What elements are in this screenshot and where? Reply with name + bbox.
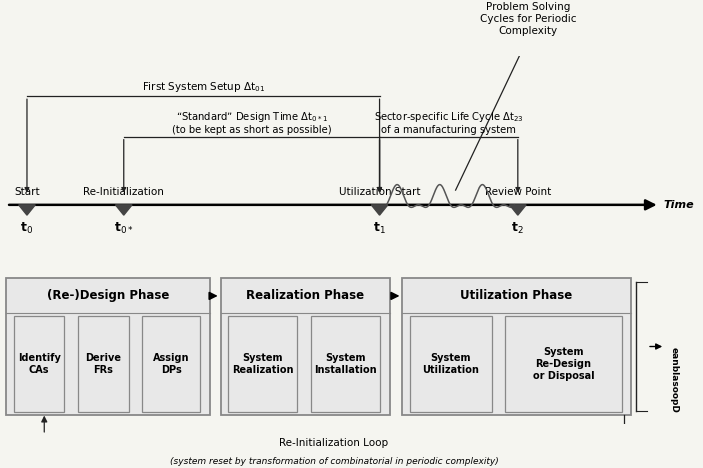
Text: System
Utilization: System Utilization — [423, 353, 479, 375]
Text: t$_1$: t$_1$ — [373, 220, 386, 236]
Text: (system reset by transformation of combinatorial in periodic complexity): (system reset by transformation of combi… — [170, 457, 499, 466]
FancyBboxPatch shape — [402, 278, 631, 415]
Text: t$_{0*}$: t$_{0*}$ — [114, 220, 134, 236]
FancyBboxPatch shape — [311, 315, 380, 412]
FancyBboxPatch shape — [143, 315, 200, 412]
Text: System
Realization: System Realization — [232, 353, 293, 375]
FancyBboxPatch shape — [410, 315, 491, 412]
Text: Identify
CAs: Identify CAs — [18, 353, 60, 375]
Text: Re-Initialization: Re-Initialization — [84, 187, 165, 197]
Text: Start: Start — [14, 187, 40, 197]
Text: t$_2$: t$_2$ — [512, 220, 524, 236]
Text: Realization Phase: Realization Phase — [246, 289, 364, 302]
Text: Time: Time — [663, 200, 694, 210]
Text: t$_0$: t$_0$ — [20, 220, 34, 236]
Text: Problem Solving
Cycles for Periodic
Complexity: Problem Solving Cycles for Periodic Comp… — [480, 2, 576, 36]
FancyBboxPatch shape — [6, 278, 210, 415]
Polygon shape — [115, 205, 132, 215]
FancyBboxPatch shape — [228, 315, 297, 412]
Text: Utilization Phase: Utilization Phase — [460, 289, 572, 302]
FancyBboxPatch shape — [221, 278, 390, 415]
Text: Re-Initialization Loop: Re-Initialization Loop — [279, 438, 389, 448]
Text: Derive
FRs: Derive FRs — [85, 353, 122, 375]
Text: System
Installation: System Installation — [314, 353, 377, 375]
Text: eanblasoopD: eanblasoopD — [669, 346, 678, 412]
Polygon shape — [19, 205, 35, 215]
Text: (Re-)Design Phase: (Re-)Design Phase — [47, 289, 169, 302]
Text: Assign
DPs: Assign DPs — [153, 353, 189, 375]
Text: Sector-specific Life Cycle Δt$_{23}$
of a manufacturing system: Sector-specific Life Cycle Δt$_{23}$ of … — [374, 110, 524, 135]
Polygon shape — [510, 205, 526, 215]
FancyBboxPatch shape — [14, 315, 64, 412]
FancyBboxPatch shape — [78, 315, 129, 412]
Polygon shape — [371, 205, 388, 215]
Text: First System Setup Δt$_{01}$: First System Setup Δt$_{01}$ — [141, 80, 265, 95]
Text: Review Point: Review Point — [484, 187, 551, 197]
Text: “Standard” Design Time Δt$_{0*1}$
(to be kept as short as possible): “Standard” Design Time Δt$_{0*1}$ (to be… — [172, 110, 332, 135]
FancyBboxPatch shape — [505, 315, 621, 412]
Text: Utilization Start: Utilization Start — [339, 187, 420, 197]
Text: System
Re-Design
or Disposal: System Re-Design or Disposal — [533, 347, 594, 380]
